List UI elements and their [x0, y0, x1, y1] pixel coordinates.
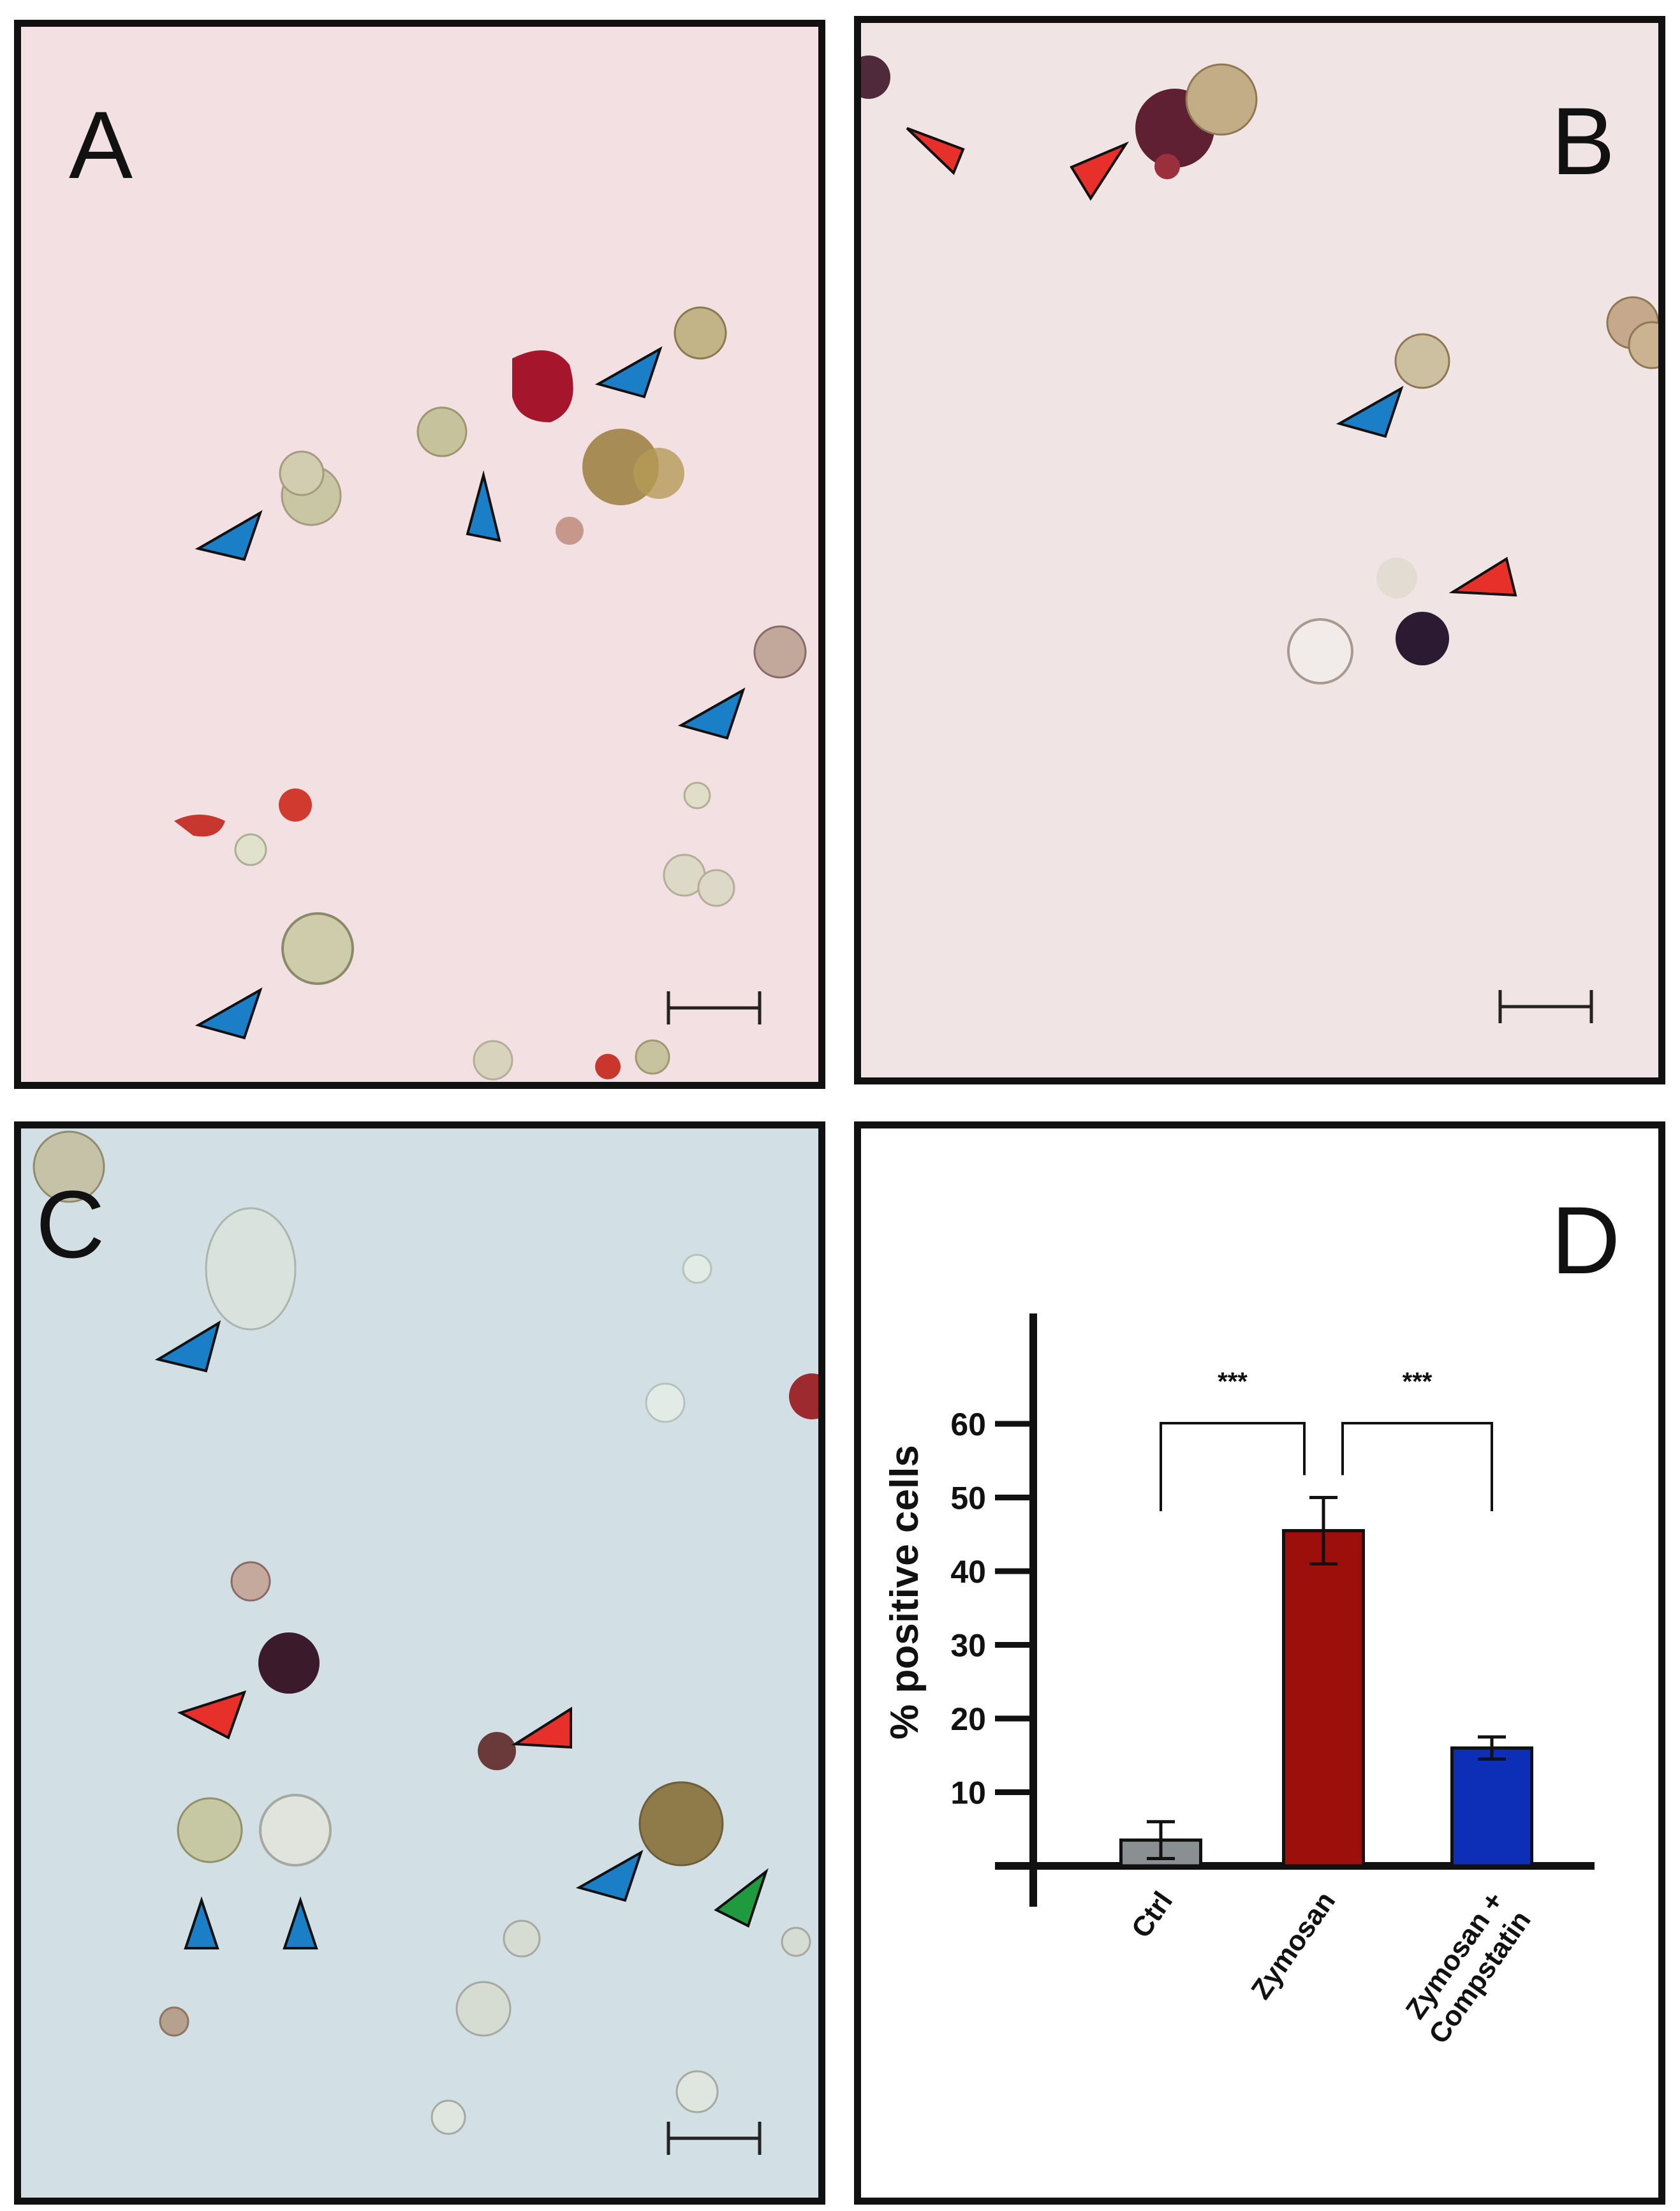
- panel-d-chart: D % positive cells 10 20 30 40 50 60 *** *** C…: [854, 1121, 1665, 2205]
- panel-label-a: A: [69, 91, 133, 198]
- x-tick-label-group: Zymosan +Compstatin: [1400, 1886, 1537, 2050]
- x-tick-label-group: Ctrl: [1126, 1886, 1179, 1944]
- panel-label-b: B: [1551, 87, 1616, 195]
- y-tick-label: 50: [950, 1481, 986, 1516]
- arrowhead-red: [906, 127, 965, 175]
- x-tick-label: Ctrl: [1126, 1886, 1179, 1944]
- arrowhead-blue: [283, 1896, 318, 1949]
- cells-b: [861, 55, 1658, 684]
- y-tick-label: 40: [950, 1554, 986, 1590]
- panel-a-micrograph: A: [14, 20, 825, 1089]
- significance-bracket: [1341, 1422, 1493, 1511]
- x-tick-labels: Ctrl Zymosan Zymosan +Compstatin: [1126, 1886, 1537, 2050]
- arrowhead-green: [714, 1868, 769, 1928]
- y-axis-label: % positive cells: [883, 1445, 927, 1740]
- y-tick-label: 60: [950, 1407, 986, 1442]
- micrograph-b-image: [861, 55, 1658, 1023]
- scale-bar-b: [1498, 990, 1593, 1023]
- arrowhead-red: [1448, 556, 1517, 597]
- y-axis-ticks: 10 20 30 40 50 60: [950, 1407, 1033, 1811]
- micrograph-c-image: [33, 1130, 818, 2155]
- bar-zymosan: [1282, 1528, 1365, 1868]
- arrowhead-blue: [184, 1896, 219, 1949]
- bar-zymosan: [1450, 1746, 1533, 1868]
- significance-bracket: [1160, 1422, 1306, 1511]
- y-tick-label: 20: [950, 1701, 986, 1737]
- arrowhead-blue: [677, 687, 746, 740]
- arrowhead-blue: [575, 1849, 644, 1902]
- arrowhead-red: [1070, 141, 1130, 201]
- y-tick-label: 30: [950, 1628, 986, 1664]
- micrograph-a-image: [174, 306, 807, 1081]
- bars: [1119, 1496, 1533, 1868]
- arrowhead-blue: [154, 1320, 221, 1373]
- arrowhead-red: [177, 1690, 247, 1740]
- arrowhead-blue: [594, 346, 663, 399]
- scale-bar-a: [667, 991, 762, 1024]
- x-tick-label-group: Zymosan: [1245, 1886, 1341, 2005]
- significance-label: ***: [1403, 1368, 1433, 1396]
- arrowhead-blue: [195, 510, 263, 561]
- cells-c: [33, 1130, 818, 2135]
- arrowheads-b: [906, 127, 1517, 597]
- x-tick-label: Zymosan: [1245, 1886, 1341, 2005]
- significance-brackets: *** ***: [1160, 1368, 1493, 1511]
- arrowhead-blue: [195, 987, 263, 1040]
- panel-c-micrograph: C: [14, 1121, 825, 2205]
- y-tick-label: 10: [950, 1775, 986, 1811]
- arrowheads-c: [154, 1320, 769, 1949]
- bar-chart: % positive cells 10 20 30 40 50 60 *** *** Ctr…: [883, 1313, 1595, 2050]
- panel-label-c: C: [36, 1171, 105, 1278]
- arrowhead-red: [511, 1706, 572, 1749]
- arrowhead-blue: [466, 470, 501, 542]
- cells-a: [174, 306, 807, 1081]
- panel-b-micrograph: B: [854, 16, 1665, 1084]
- arrowhead-blue: [1336, 385, 1404, 438]
- significance-label: ***: [1218, 1368, 1248, 1396]
- arrowheads-a: [195, 346, 746, 1040]
- scale-bar-c: [667, 2122, 762, 2155]
- panel-label-d: D: [1551, 1187, 1621, 1294]
